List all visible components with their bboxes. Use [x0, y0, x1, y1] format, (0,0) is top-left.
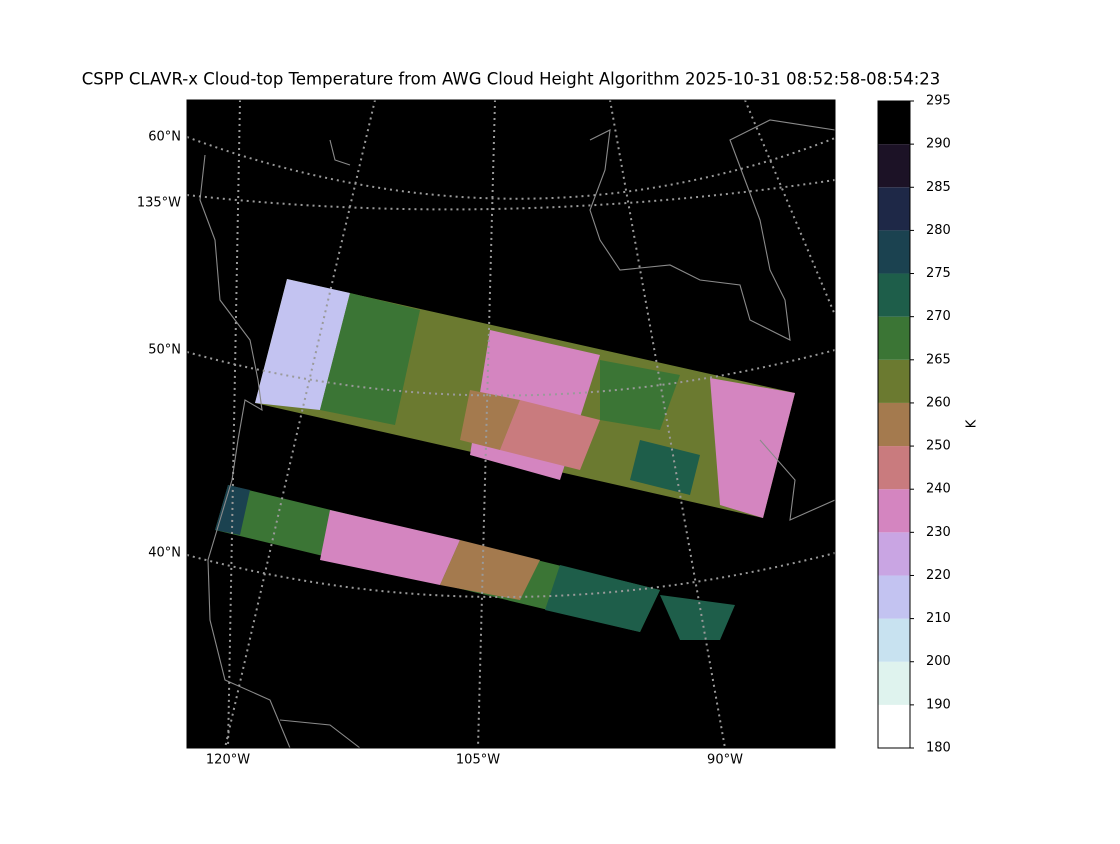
colorbar-tick-label: 275 — [926, 266, 951, 281]
colorbar-tick-label: 290 — [926, 137, 951, 152]
colorbar-segment — [878, 446, 910, 490]
title: CSPP CLAVR-x Cloud-top Temperature from … — [82, 70, 941, 89]
colorbar-tick-label: 295 — [926, 94, 951, 109]
colorbar-tick-label: 280 — [926, 223, 951, 238]
lat-label: 50°N — [148, 343, 181, 358]
colorbar-segment — [878, 575, 910, 619]
colorbar-segment — [878, 144, 910, 188]
colorbar-segment — [878, 661, 910, 705]
colorbar: 180 190 200 210 220 230 240 250 260 265 270 275 280 2… — [877, 94, 951, 756]
colorbar-segment — [878, 316, 910, 360]
colorbar-segment — [878, 359, 910, 403]
lat-label: 40°N — [148, 546, 181, 561]
colorbar-tick-label: 285 — [926, 180, 951, 195]
colorbar-segment — [878, 402, 910, 447]
lon-label: 135°W — [137, 196, 181, 211]
colorbar-segment — [878, 273, 910, 317]
colorbar-tick-label: 190 — [926, 697, 951, 712]
colorbar-tick-label: 210 — [926, 611, 951, 626]
colorbar-tick-label: 230 — [926, 525, 951, 540]
lon-label: 105°W — [456, 753, 500, 768]
colorbar-tick-label: 250 — [926, 439, 951, 454]
lon-label: 120°W — [206, 753, 250, 768]
colorbar-frame — [877, 100, 911, 749]
colorbar-segment — [878, 489, 910, 533]
colorbar-tick-label: 270 — [926, 309, 951, 324]
swath-lower — [215, 485, 735, 640]
colorbar-tick-label: 260 — [926, 395, 951, 410]
swath-upper — [255, 279, 795, 518]
colorbar-segment — [878, 532, 910, 576]
graticule — [187, 100, 835, 748]
lat-label: 60°N — [148, 130, 181, 145]
colorbar-segment — [878, 101, 910, 145]
lon-label: 90°W — [707, 753, 743, 768]
colorbar-tick-label: 220 — [926, 568, 951, 583]
colorbar-tick-label: 200 — [926, 654, 951, 669]
colorbar-tick-label: 240 — [926, 482, 951, 497]
colorbar-tick-label: 265 — [926, 352, 951, 367]
colorbar-tick-label: 180 — [926, 741, 951, 756]
colorbar-label: K — [965, 419, 980, 428]
map: 60°N 135°W 50°N 40°N 120°W 105°W 90°W — [137, 99, 836, 768]
colorbar-segment — [878, 704, 910, 748]
map-frame — [186, 99, 836, 749]
coastlines — [199, 119, 835, 748]
colorbar-segment — [878, 187, 910, 231]
colorbar-segment — [878, 230, 910, 274]
colorbar-segment — [878, 618, 910, 662]
